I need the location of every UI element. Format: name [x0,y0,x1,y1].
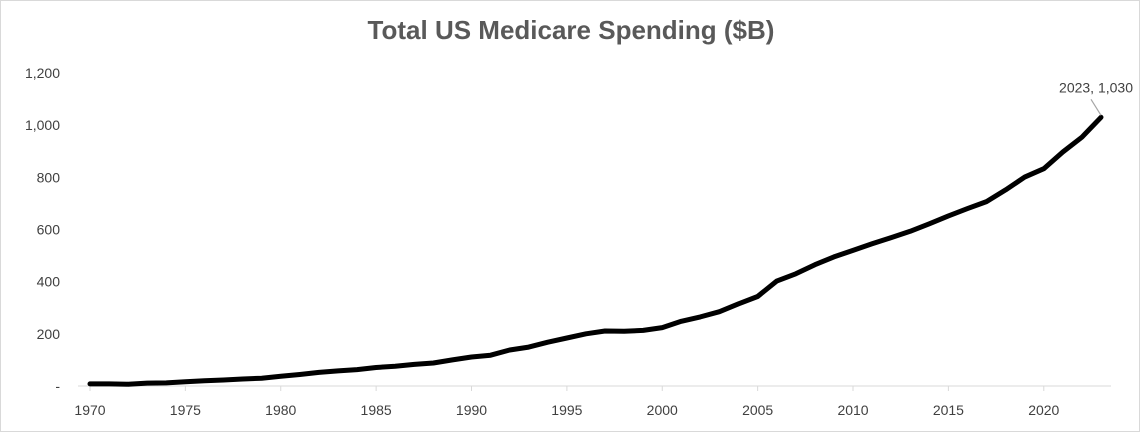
y-tick-label: - [55,378,60,394]
annotation-leader-line [1090,99,1102,116]
data-point [755,294,760,299]
data-point [374,365,379,370]
series-points [88,115,1104,387]
data-point [736,301,741,306]
data-point [889,235,894,240]
data-point [107,381,112,386]
data-point [851,248,856,253]
data-point [812,262,817,267]
y-axis-tick-labels: - 200 400 600 800 1,000 1,200 [25,65,60,394]
data-point [927,221,932,226]
data-point [965,206,970,211]
data-point [393,364,398,369]
data-point [202,378,207,383]
data-point [1079,135,1084,140]
x-tick-label: 2005 [742,402,773,418]
data-point [870,241,875,246]
data-point [297,372,302,377]
data-point [1099,115,1104,120]
data-point [717,309,722,314]
data-point [1060,150,1065,155]
y-tick-label: 600 [37,222,61,238]
data-point [793,271,798,276]
data-point [278,374,283,379]
data-annotations: 2023, 1,030 [1059,79,1133,116]
data-point [984,199,989,204]
data-point [488,353,493,358]
x-tick-label: 2010 [837,402,868,418]
data-point [259,376,264,381]
y-tick-label: 400 [37,274,61,290]
data-point [507,348,512,353]
data-point [603,329,608,334]
data-point [641,328,646,333]
data-point [469,355,474,360]
data-point [431,361,436,366]
data-point [679,319,684,324]
series-line-medicare-spending [87,114,1104,387]
data-point [698,314,703,319]
y-tick-label: 800 [37,169,61,185]
data-point [564,336,569,341]
data-point [545,340,550,345]
x-tick-label: 1985 [361,402,392,418]
data-point [126,382,131,387]
y-tick-label: 1,200 [25,65,60,81]
x-axis-tick-marks [89,386,1045,391]
data-point [88,381,93,386]
data-point [450,357,455,362]
data-point [908,229,913,234]
data-point [183,379,188,384]
data-point [221,378,226,383]
data-point [316,370,321,375]
x-tick-label: 1995 [551,402,582,418]
y-tick-label: 200 [37,326,61,342]
x-tick-label: 2015 [933,402,964,418]
data-point [622,329,627,334]
data-point [946,213,951,218]
data-point [336,368,341,373]
x-tick-label: 2000 [647,402,678,418]
data-point [660,325,665,330]
data-point [774,279,779,284]
x-tick-label: 1975 [170,402,201,418]
chart-title: Total US Medicare Spending ($B) [367,15,775,45]
data-point [526,345,531,350]
data-point [164,380,169,385]
data-point [1003,187,1008,192]
data-point [145,381,150,386]
data-point [831,254,836,259]
x-tick-label: 1990 [456,402,487,418]
y-tick-label: 1,000 [25,117,60,133]
x-axis-tick-labels: 1970 1975 1980 1985 1990 1995 2000 2005 2010 2015… [74,402,1059,418]
x-tick-label: 1970 [74,402,105,418]
data-point [412,362,417,367]
data-point [355,367,360,372]
data-point [584,331,589,336]
x-tick-label: 1980 [265,402,296,418]
x-tick-label: 2020 [1028,402,1059,418]
data-point [240,377,245,382]
data-point [1022,175,1027,180]
annotation-label: 2023, 1,030 [1059,79,1133,95]
data-point [1041,166,1046,171]
